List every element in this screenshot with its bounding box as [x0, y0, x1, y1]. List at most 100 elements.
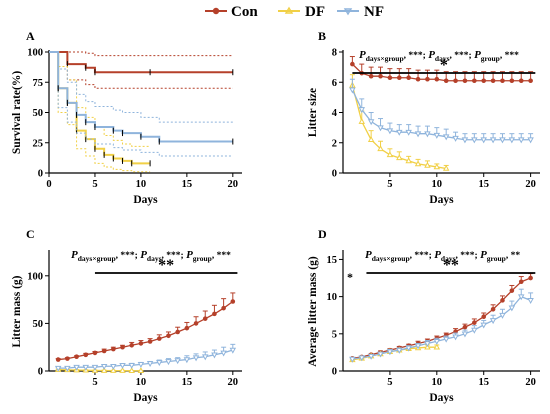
data-point — [452, 334, 459, 341]
stats-annotation: Pdays×group, ***; Pdays, ***; Pgroup, **… — [359, 49, 519, 63]
data-point — [74, 354, 79, 360]
significance-label: * — [440, 57, 448, 74]
data-point — [396, 129, 403, 136]
data-point — [146, 361, 154, 368]
data-point — [471, 327, 478, 334]
y-tick-label: 100 — [27, 271, 43, 282]
x-tick-label: 20 — [228, 377, 239, 388]
series-line — [352, 295, 531, 360]
data-point — [443, 78, 449, 84]
data-point — [472, 320, 477, 325]
data-point — [500, 78, 505, 84]
legend-label-df: DF — [305, 4, 325, 20]
data-point — [129, 342, 135, 348]
ci-upper-line — [49, 51, 233, 57]
data-point — [377, 145, 384, 152]
data-point — [175, 329, 180, 335]
data-point — [73, 364, 80, 371]
data-point — [156, 336, 162, 341]
data-point — [349, 87, 356, 94]
legend-item-con: Con — [205, 4, 258, 20]
data-point — [386, 151, 394, 158]
data-point — [527, 137, 534, 144]
y-tick-label: 15 — [327, 255, 338, 266]
data-point — [110, 363, 117, 370]
panel-letter-a: A — [26, 29, 35, 43]
x-axis-label: Days — [429, 194, 454, 206]
y-tick-label: 0 — [332, 169, 337, 180]
data-point — [490, 306, 496, 312]
data-point — [528, 78, 533, 84]
x-tick-label: 15 — [182, 377, 193, 388]
data-point — [128, 367, 135, 374]
data-point — [481, 78, 487, 84]
x-tick-label: 5 — [92, 377, 97, 388]
series-line — [58, 368, 141, 372]
data-point — [527, 298, 534, 304]
data-point — [462, 78, 468, 84]
data-point — [174, 358, 181, 365]
data-point — [368, 73, 374, 79]
x-tick-label: 5 — [92, 179, 97, 190]
data-point — [433, 163, 441, 170]
x-tick-label: 10 — [136, 377, 147, 388]
data-point — [396, 75, 402, 81]
stats-annotation: Pdays×group, ***; Pdays, ***; Pgroup, ** — [365, 249, 520, 263]
data-point — [461, 137, 469, 144]
data-point — [462, 324, 468, 330]
x-tick-label: 5 — [387, 377, 392, 388]
data-point — [137, 367, 145, 374]
data-point — [119, 362, 126, 369]
data-point — [92, 350, 98, 356]
data-point — [120, 344, 125, 350]
y-tick-label: 50 — [33, 108, 44, 119]
x-tick-label: 5 — [387, 179, 392, 190]
data-point — [405, 345, 412, 352]
y-tick-label: 2 — [332, 138, 337, 149]
legend: Con DF NF — [205, 4, 384, 20]
ci-upper-line — [49, 51, 233, 123]
data-point — [367, 353, 375, 360]
data-point — [64, 365, 71, 372]
data-point — [378, 73, 383, 79]
data-point — [65, 356, 70, 361]
data-point — [425, 76, 430, 82]
data-point — [434, 76, 440, 82]
panel-letter-c: C — [26, 227, 35, 241]
data-point — [518, 279, 524, 285]
y-tick-label: 100 — [27, 48, 43, 59]
data-point — [442, 164, 450, 171]
data-point — [452, 135, 459, 142]
data-point — [211, 352, 218, 359]
series-nf — [54, 343, 237, 372]
data-point — [192, 355, 200, 362]
data-point — [481, 314, 487, 320]
series-line — [352, 277, 531, 359]
y-tick-label: 0 — [332, 367, 337, 378]
data-point — [230, 299, 236, 304]
panel-b-litter-size-chart: 5 10 15 20 0 2 4 6 8 Days Litter size Pdays×group, … — [307, 48, 540, 206]
data-point — [82, 364, 90, 371]
series-con — [349, 56, 534, 84]
y-axis-label: Survival rate(%) — [11, 71, 23, 155]
data-point — [201, 354, 209, 361]
data-point — [489, 318, 497, 325]
survival-step-line — [49, 51, 233, 74]
data-point — [229, 347, 237, 354]
data-point — [137, 362, 145, 368]
series-df — [349, 74, 450, 171]
data-point — [509, 78, 515, 84]
panel-c-litter-mass-chart: 5 10 15 20 0 50 100 Days Litter mass (g) Pdays×gr… — [11, 249, 242, 404]
data-point — [387, 75, 393, 81]
y-tick-label: 50 — [33, 319, 44, 330]
y-axis-label: Litter size — [307, 88, 319, 137]
panel-letter-b: B — [318, 29, 326, 43]
data-point — [367, 119, 375, 126]
stats-annotation: Pdays×group, ***; Pdays, ***; Pgroup, **… — [71, 249, 231, 263]
data-point — [508, 305, 516, 312]
data-point — [220, 350, 227, 357]
data-point — [350, 61, 355, 67]
data-point — [358, 117, 366, 124]
significance-label: ** — [443, 257, 459, 274]
